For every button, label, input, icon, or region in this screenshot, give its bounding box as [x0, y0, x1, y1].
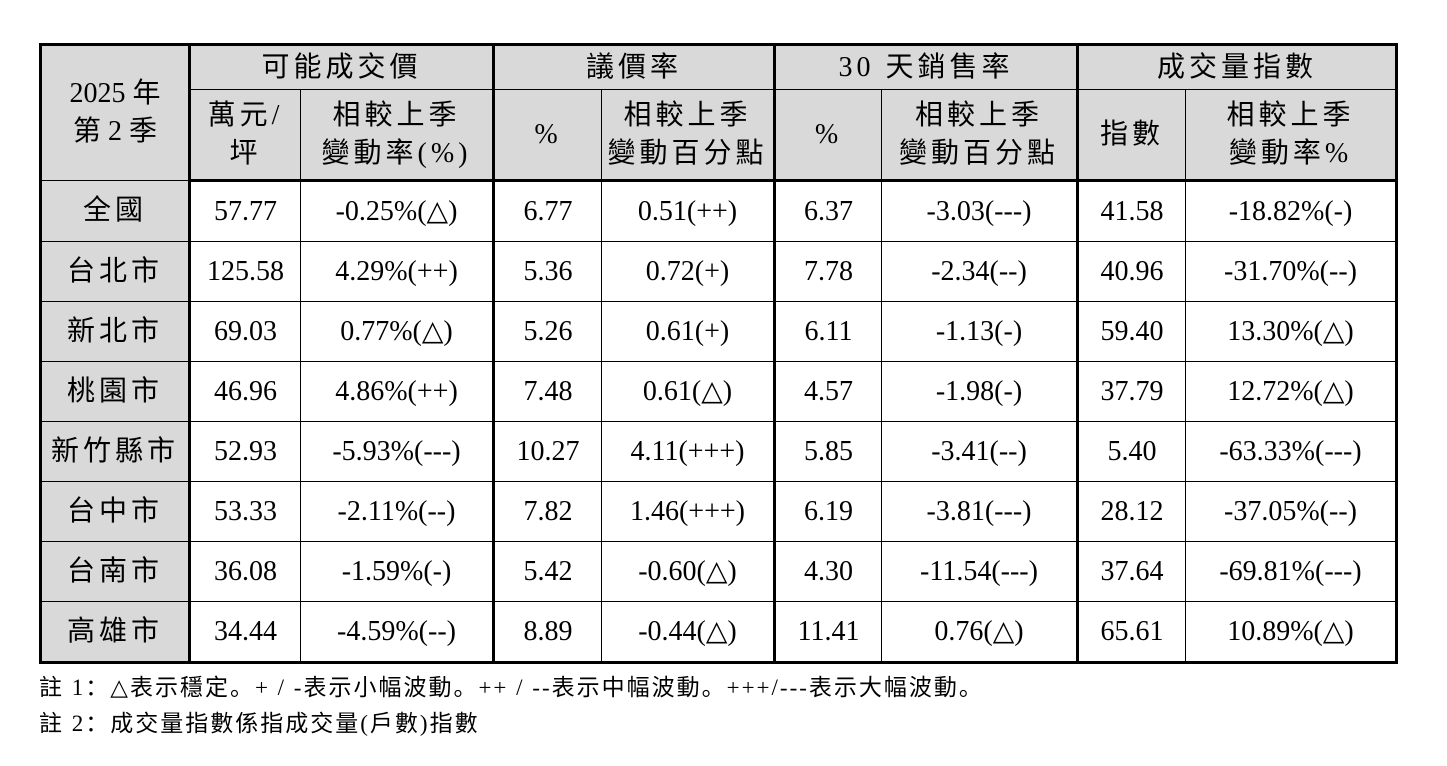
table-cell: -4.59%(--) — [300, 601, 494, 663]
table-cell: -0.44(△) — [601, 601, 775, 663]
table-cell: 5.85 — [773, 421, 882, 482]
table-cell: 0.51(++) — [601, 180, 775, 242]
table-cell: 7.82 — [492, 481, 602, 542]
table-cell: 0.61(△) — [601, 361, 775, 422]
footnote-2: 註 2：成交量指數係指成交量(戶數)指數 — [39, 711, 480, 736]
table-cell: 10.27 — [492, 421, 602, 482]
table-cell: 36.08 — [188, 541, 301, 602]
group-header-bargain-rate: 議價率 — [492, 44, 775, 90]
region-label: 桃園市 — [40, 361, 190, 422]
sub-header: 相較上季 變動率(%) — [300, 89, 494, 182]
table-cell: 125.58 — [188, 241, 301, 302]
table-cell: -1.59%(-) — [300, 541, 494, 602]
table-cell: 12.72%(△) — [1185, 361, 1397, 422]
table-cell: -3.41(--) — [881, 421, 1078, 482]
table-cell: 4.30 — [773, 541, 882, 602]
table-cell: -5.93%(---) — [300, 421, 494, 482]
region-label: 新北市 — [40, 301, 190, 362]
table-cell: 46.96 — [188, 361, 301, 422]
housing-market-table: 2025 年 第 2 季 可能成交價 議價率 30 天銷售率 成交量指數 萬元/… — [39, 43, 1398, 664]
table-cell: 5.26 — [492, 301, 602, 362]
table-cell: 57.77 — [188, 180, 301, 242]
table-cell: -1.13(-) — [881, 301, 1078, 362]
footnotes: 註 1：△表示穩定。+ / -表示小幅波動。++ / --表示中幅波動。+++/… — [39, 670, 984, 742]
group-header-volume-index: 成交量指數 — [1076, 44, 1397, 90]
table-row: 高雄市 34.44 -4.59%(--) 8.89 -0.44(△) 11.41 0.76(… — [40, 601, 1397, 663]
region-label: 新竹縣市 — [40, 421, 190, 482]
table-row: 新竹縣市 52.93 -5.93%(---) 10.27 4.11(+++) 5.85 -3… — [40, 421, 1397, 482]
table-cell: -0.25%(△) — [300, 180, 494, 242]
table-cell: 5.42 — [492, 541, 602, 602]
corner-header: 2025 年 第 2 季 — [40, 44, 190, 181]
sub-header: 相較上季 變動百分點 — [881, 89, 1078, 182]
table-cell: -3.03(---) — [881, 180, 1078, 242]
table-cell: 0.76(△) — [881, 601, 1078, 663]
region-label: 全國 — [40, 180, 190, 242]
table-row: 台中市 53.33 -2.11%(--) 7.82 1.46(+++) 6.19 -3.81… — [40, 481, 1397, 542]
table-cell: 37.79 — [1076, 361, 1186, 422]
table-cell: 4.11(+++) — [601, 421, 775, 482]
region-label: 高雄市 — [40, 601, 190, 663]
table-cell: -31.70%(--) — [1185, 241, 1397, 302]
table-cell: 6.37 — [773, 180, 882, 242]
table-cell: 7.48 — [492, 361, 602, 422]
table-cell: -1.98(-) — [881, 361, 1078, 422]
table-cell: 11.41 — [773, 601, 882, 663]
table-cell: 69.03 — [188, 301, 301, 362]
group-header-price: 可能成交價 — [188, 44, 494, 90]
data-table-wrapper: 2025 年 第 2 季 可能成交價 議價率 30 天銷售率 成交量指數 萬元/… — [39, 43, 1398, 664]
table-row: 新北市 69.03 0.77%(△) 5.26 0.61(+) 6.11 -1.13(-) 5… — [40, 301, 1397, 362]
table-cell: -2.11%(--) — [300, 481, 494, 542]
table-cell: 53.33 — [188, 481, 301, 542]
table-cell: -11.54(---) — [881, 541, 1078, 602]
table-cell: 5.40 — [1076, 421, 1186, 482]
sub-header: 指數 — [1076, 89, 1186, 182]
table-cell: 8.89 — [492, 601, 602, 663]
table-cell: -0.60(△) — [601, 541, 775, 602]
group-header-30day-sales-rate: 30 天銷售率 — [773, 44, 1078, 90]
table-cell: 0.61(+) — [601, 301, 775, 362]
table-cell: 40.96 — [1076, 241, 1186, 302]
table-cell: -2.34(--) — [881, 241, 1078, 302]
table-cell: 7.78 — [773, 241, 882, 302]
table-cell: 59.40 — [1076, 301, 1186, 362]
sub-header: 相較上季 變動率% — [1185, 89, 1397, 182]
sub-header: 萬元/ 坪 — [188, 89, 301, 182]
table-cell: 13.30%(△) — [1185, 301, 1397, 362]
table-cell: 28.12 — [1076, 481, 1186, 542]
sub-header: % — [492, 89, 602, 182]
table-cell: 6.11 — [773, 301, 882, 362]
table-cell: 37.64 — [1076, 541, 1186, 602]
table-cell: 5.36 — [492, 241, 602, 302]
table-cell: -3.81(---) — [881, 481, 1078, 542]
table-cell: 0.72(+) — [601, 241, 775, 302]
table-cell: 41.58 — [1076, 180, 1186, 242]
table-cell: -63.33%(---) — [1185, 421, 1397, 482]
table-cell: 6.19 — [773, 481, 882, 542]
table-cell: 0.77%(△) — [300, 301, 494, 362]
region-label: 台中市 — [40, 481, 190, 542]
table-cell: 34.44 — [188, 601, 301, 663]
table-cell: 65.61 — [1076, 601, 1186, 663]
table-cell: 52.93 — [188, 421, 301, 482]
table-cell: 4.86%(++) — [300, 361, 494, 422]
sub-header: 相較上季 變動百分點 — [601, 89, 775, 182]
table-cell: 4.57 — [773, 361, 882, 422]
region-label: 台南市 — [40, 541, 190, 602]
table-row: 全國 57.77 -0.25%(△) 6.77 0.51(++) 6.37 -3.03(--… — [40, 180, 1397, 242]
table-row: 台南市 36.08 -1.59%(-) 5.42 -0.60(△) 4.30 -11.54(… — [40, 541, 1397, 602]
table-cell: -37.05%(--) — [1185, 481, 1397, 542]
table-cell: -18.82%(-) — [1185, 180, 1397, 242]
footnote-1: 註 1：△表示穩定。+ / -表示小幅波動。++ / --表示中幅波動。+++/… — [39, 675, 984, 700]
table-cell: 4.29%(++) — [300, 241, 494, 302]
table-cell: -69.81%(---) — [1185, 541, 1397, 602]
region-label: 台北市 — [40, 241, 190, 302]
table-row: 台北市 125.58 4.29%(++) 5.36 0.72(+) 7.78 -2.34(-… — [40, 241, 1397, 302]
table-cell: 1.46(+++) — [601, 481, 775, 542]
table-row: 桃園市 46.96 4.86%(++) 7.48 0.61(△) 4.57 -1.98(-)… — [40, 361, 1397, 422]
table-cell: 10.89%(△) — [1185, 601, 1397, 663]
sub-header: % — [773, 89, 882, 182]
table-cell: 6.77 — [492, 180, 602, 242]
